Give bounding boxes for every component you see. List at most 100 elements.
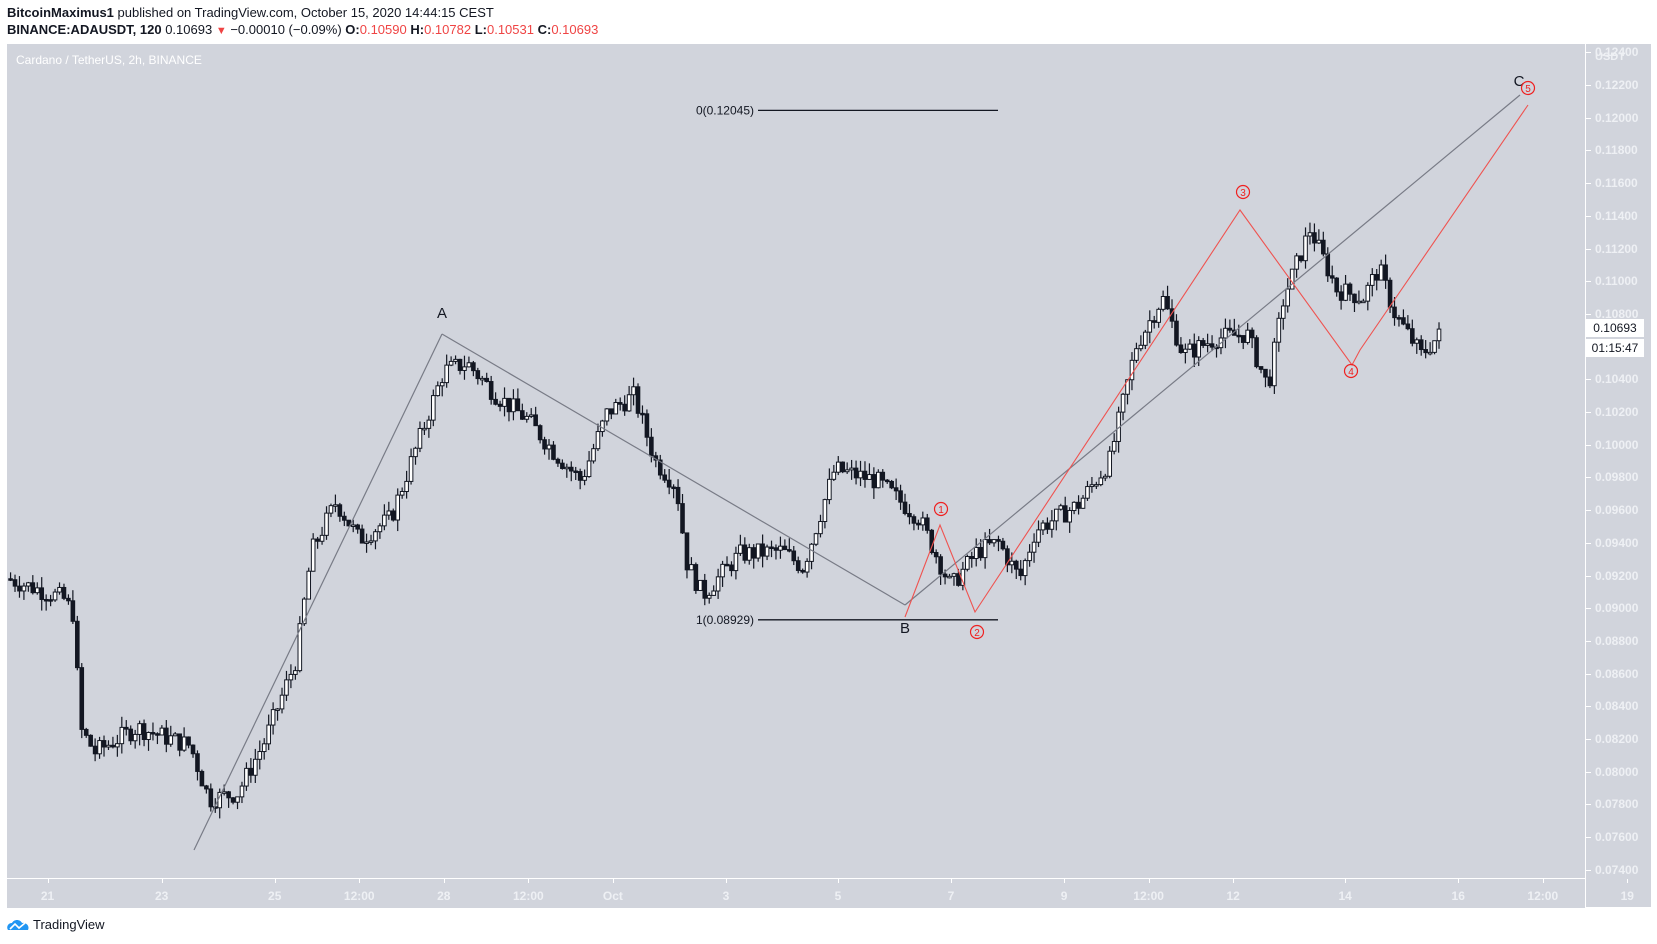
candle-down [898,490,903,503]
candle-up [1080,497,1086,509]
candle-down [315,538,320,542]
candle-up [711,590,716,596]
candle-up [57,586,62,593]
price-tick-label: 0.08000 [1595,764,1639,779]
candle-down [938,556,943,575]
candle-down [1267,376,1273,387]
impulse-wave-line[interactable] [904,104,1529,618]
candle-up [34,587,40,594]
candle-up [115,743,120,748]
candle-up [52,591,58,601]
price-tick-label: 0.10400 [1595,372,1639,387]
candle-down [1254,337,1259,368]
candle-down [1321,239,1326,255]
candle-up [1031,541,1037,553]
price-tick [1586,215,1591,217]
candle-down [675,486,681,505]
time-tick [528,879,530,883]
author-name[interactable]: BitcoinMaximus1 [7,5,114,20]
price-tick-label: 0.11400 [1595,208,1638,223]
candle-up [1102,475,1108,479]
candle-down [39,587,45,600]
candle-down [853,467,859,479]
candle-down [66,597,71,602]
candle-down [110,744,116,748]
price-tick [1586,477,1591,479]
candle-up [364,541,369,544]
candle-up [1369,274,1375,286]
candle-up [1107,450,1113,477]
candle-down [1236,334,1242,338]
candle-down [1418,339,1424,351]
candle-down [1312,232,1317,244]
candle-down [657,459,663,476]
candle-down [1045,522,1050,530]
time-tick-label: 14 [1338,889,1352,903]
candle-up [288,673,294,681]
symbol-label: BINANCE:ADAUSDT, 120 [7,22,162,37]
candle-up [804,560,810,573]
candle-up [738,544,743,554]
time-tick [1627,879,1629,883]
time-tick-label: 16 [1451,889,1465,903]
candle-down [560,462,565,469]
price-tick [1586,444,1591,446]
time-tick [1345,879,1347,883]
candle-down [1401,317,1406,325]
unit-label: USDT [1595,51,1625,63]
price-tick-label: 0.09200 [1595,568,1639,583]
candle-down [840,461,846,473]
candle-up [1054,508,1059,522]
candle-down [769,546,774,550]
price-tick [1586,183,1591,185]
wave-line-b-c[interactable] [904,94,1521,606]
candle-down [195,753,200,772]
candle-down [671,486,676,490]
bar-countdown: 01:15:47 [1586,339,1644,357]
candle-up [1272,341,1277,387]
candle-up [1280,305,1286,319]
candle-up [146,732,151,741]
wave-line-start-a[interactable] [193,333,443,851]
candle-down [609,408,614,415]
candle-down [75,620,80,669]
candle-down [1062,505,1068,523]
wave-2-circle-icon [969,624,985,640]
candle-up [746,547,752,561]
time-axis[interactable]: 21 23 25 12:00 28 12:00 Oct 3 5 7 9 12:00 12 14 16 12:0… [7,878,1634,908]
price-tick-label: 0.08400 [1595,699,1639,714]
candle-up [813,533,819,545]
time-tick-label: 7 [947,889,955,903]
candle-down [355,524,360,530]
brand-name[interactable]: TradingView [33,917,105,932]
price-plot[interactable]: 0(0.12045) 1(0.08929) A B C 1 2 3 4 5 [0,0,1585,878]
candle-down [128,728,134,742]
candle-down [1405,323,1411,330]
price-axis[interactable]: 0.12400 0.12200 0.12000 0.11800 0.11600 0.114… [1585,44,1651,907]
candle-down [1325,253,1331,277]
candle-up [502,397,507,407]
candle-up [715,576,721,592]
candle-up [479,377,485,381]
candle-up [1134,348,1139,361]
tradingview-logo-icon[interactable] [6,918,30,932]
price-tick [1586,412,1591,413]
time-tick [1148,879,1150,883]
candle-up [301,598,307,625]
candle-up [1040,522,1046,531]
time-tick [837,879,839,883]
candle-up [172,733,178,737]
candle-down [724,563,730,567]
wave-5-label: 5 [1525,84,1531,95]
candle-up [1138,344,1144,350]
fib-level-1-label: 1(0.08929) [696,613,754,627]
candle-down [577,471,583,481]
candle-down [30,582,36,594]
candle-up [244,767,249,787]
candle-down [48,599,53,602]
candle-up [733,552,739,572]
candles-layer [8,222,1442,819]
wave-line-a-b[interactable] [441,333,906,606]
price-tick-label: 0.11800 [1595,143,1638,158]
time-tick-label: 23 [154,889,169,903]
